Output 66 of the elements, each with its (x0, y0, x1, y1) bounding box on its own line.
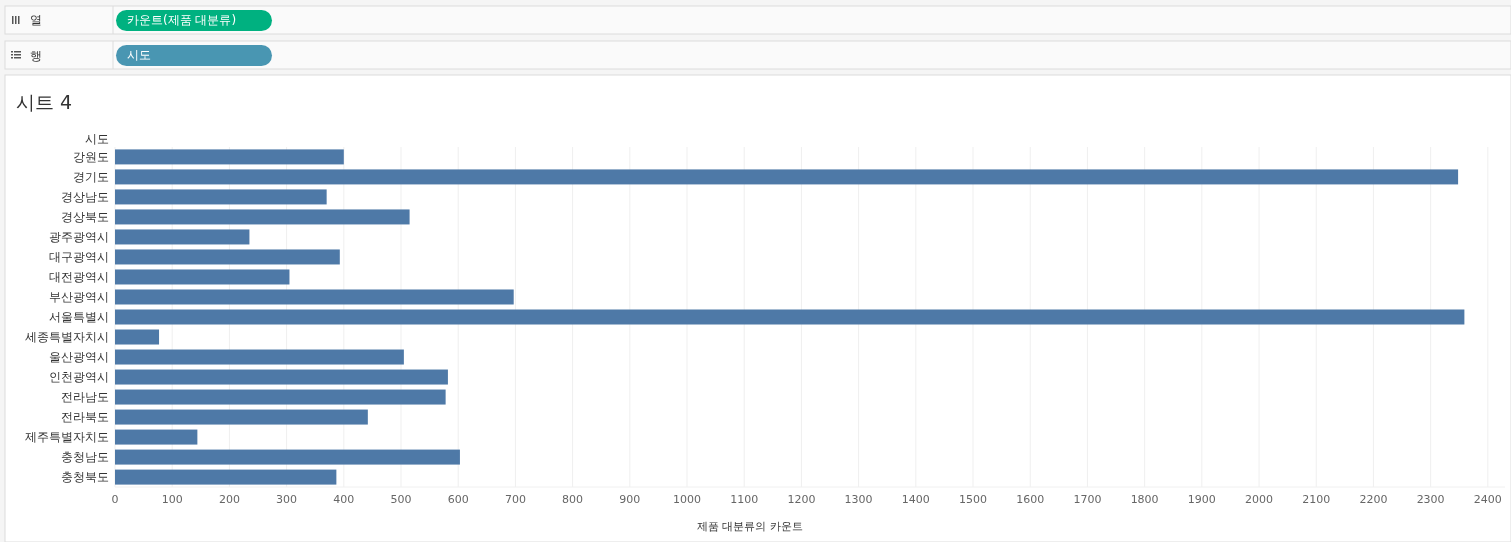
y-tick-label: 전라남도 (61, 390, 109, 405)
x-axis-title: 제품 대분류의 카운트 (697, 520, 803, 533)
bar (115, 189, 327, 205)
x-tick-label: 1400 (901, 493, 930, 506)
y-tick-label: 울산광역시 (49, 350, 109, 365)
x-tick-label: 2000 (1245, 493, 1274, 506)
y-tick-label: 경상남도 (61, 190, 109, 205)
x-tick-label: 500 (390, 493, 412, 506)
x-tick-label: 0 (111, 493, 119, 506)
y-tick-label: 대구광역시 (49, 250, 109, 265)
y-tick-label: 제주특별자치도 (25, 430, 109, 445)
bar (115, 429, 198, 445)
y-tick-label: 강원도 (73, 150, 109, 165)
bar (115, 349, 404, 365)
bar (115, 249, 340, 265)
x-tick-label: 900 (619, 493, 641, 506)
y-tick-label: 경상북도 (61, 210, 109, 225)
x-tick-label: 1600 (1016, 493, 1045, 506)
text: 열 (30, 13, 42, 27)
y-tick-label: 전라북도 (61, 410, 109, 425)
x-tick-label: 1200 (787, 493, 816, 506)
x-tick-label: 1700 (1073, 493, 1102, 506)
x-tick-label: 1500 (959, 493, 988, 506)
x-tick-label: 2300 (1416, 493, 1445, 506)
x-tick-label: 2400 (1473, 493, 1502, 506)
y-tick-label: 충청남도 (61, 450, 109, 465)
bar (115, 369, 448, 385)
chart-title: 시트 4 (16, 91, 73, 113)
bar (115, 269, 290, 285)
x-tick-label: 300 (276, 493, 298, 506)
x-tick-label: 1800 (1130, 493, 1159, 506)
y-tick-label: 대전광역시 (49, 270, 109, 285)
x-tick-label: 2100 (1302, 493, 1331, 506)
bar (115, 449, 460, 465)
x-tick-label: 1000 (673, 493, 702, 506)
x-tick-label: 1300 (844, 493, 873, 506)
bar (115, 409, 368, 425)
y-tick-label: 서울특별시 (49, 310, 109, 325)
x-tick-label: 600 (447, 493, 469, 506)
text: 시도 (127, 48, 151, 62)
text: 행 (30, 49, 42, 63)
x-tick-label: 800 (562, 493, 584, 506)
bar (115, 309, 1465, 325)
text: 카운트(제품 대분류) (127, 13, 237, 27)
bar (115, 289, 514, 305)
y-axis-title: 시도 (85, 132, 109, 146)
y-tick-label: 경기도 (73, 170, 109, 185)
bar (115, 229, 250, 245)
bar (115, 389, 446, 405)
x-tick-label: 700 (504, 493, 526, 506)
y-tick-label: 인천광역시 (49, 370, 109, 385)
bar (115, 149, 344, 165)
bar (115, 469, 337, 485)
bar (115, 329, 160, 345)
x-tick-label: 1900 (1187, 493, 1216, 506)
x-tick-label: 400 (333, 493, 355, 506)
x-tick-label: 200 (218, 493, 240, 506)
x-tick-label: 2200 (1359, 493, 1388, 506)
y-tick-label: 세종특별자치시 (25, 330, 109, 345)
y-tick-label: 충청북도 (61, 470, 109, 485)
y-tick-label: 부산광역시 (49, 290, 109, 305)
bar (115, 169, 1459, 185)
y-tick-label: 광주광역시 (49, 230, 109, 245)
x-tick-label: 100 (161, 493, 183, 506)
bar (115, 209, 410, 225)
x-tick-label: 1100 (730, 493, 759, 506)
